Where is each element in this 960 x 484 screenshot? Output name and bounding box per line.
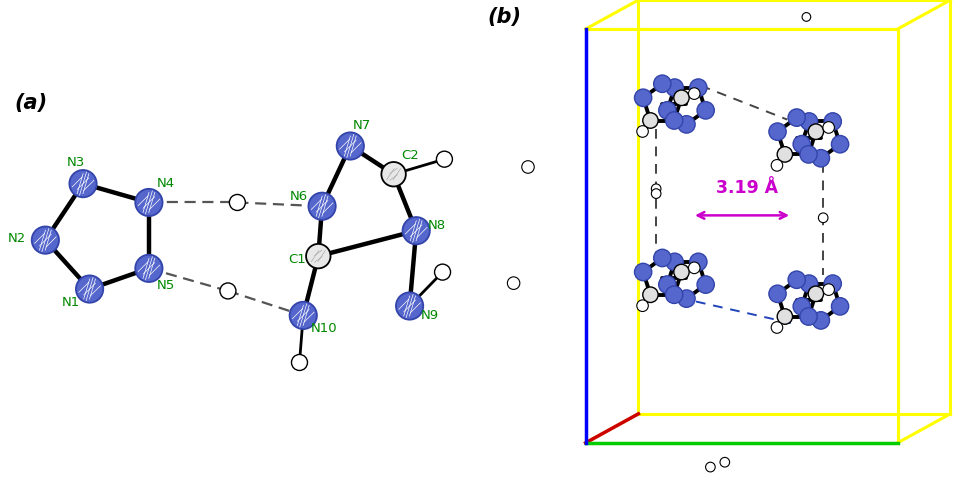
Circle shape — [818, 213, 828, 223]
Circle shape — [665, 112, 683, 129]
Circle shape — [678, 116, 695, 133]
Circle shape — [801, 113, 818, 130]
Circle shape — [800, 308, 817, 325]
Circle shape — [674, 264, 689, 280]
Circle shape — [306, 244, 330, 268]
Text: C1: C1 — [289, 254, 306, 266]
Circle shape — [76, 275, 104, 302]
Circle shape — [706, 462, 715, 472]
Text: N4: N4 — [156, 177, 175, 190]
Circle shape — [666, 253, 684, 271]
Circle shape — [831, 136, 849, 153]
Text: N10: N10 — [311, 322, 337, 335]
Circle shape — [635, 263, 652, 281]
Circle shape — [135, 189, 162, 216]
Circle shape — [769, 123, 786, 140]
Text: C2: C2 — [401, 149, 420, 162]
Circle shape — [678, 290, 695, 307]
Circle shape — [435, 264, 450, 280]
Circle shape — [801, 275, 818, 292]
Circle shape — [831, 298, 849, 315]
Text: N1: N1 — [61, 296, 80, 309]
Circle shape — [720, 457, 730, 467]
Circle shape — [689, 253, 707, 271]
Circle shape — [823, 284, 834, 295]
Circle shape — [802, 13, 810, 21]
Circle shape — [808, 124, 824, 139]
Circle shape — [689, 79, 707, 96]
Circle shape — [437, 151, 452, 167]
Circle shape — [229, 195, 246, 211]
Circle shape — [396, 292, 423, 319]
Circle shape — [135, 255, 162, 282]
Circle shape — [688, 262, 700, 273]
Circle shape — [788, 109, 805, 126]
Circle shape — [636, 126, 648, 137]
Circle shape — [659, 276, 676, 293]
Circle shape — [651, 189, 660, 198]
Circle shape — [824, 113, 841, 130]
Circle shape — [823, 121, 834, 133]
Circle shape — [665, 286, 683, 303]
Text: N2: N2 — [8, 232, 26, 245]
Circle shape — [290, 302, 317, 329]
Circle shape — [808, 286, 824, 302]
Circle shape — [800, 146, 817, 163]
Circle shape — [635, 89, 652, 106]
Circle shape — [402, 217, 430, 244]
Circle shape — [793, 298, 810, 315]
Circle shape — [643, 113, 659, 128]
Text: N9: N9 — [421, 309, 440, 322]
Circle shape — [651, 184, 660, 194]
Circle shape — [507, 277, 520, 289]
Circle shape — [812, 312, 829, 329]
Text: N8: N8 — [428, 219, 446, 231]
Circle shape — [788, 271, 805, 288]
Text: N6: N6 — [290, 190, 307, 203]
Circle shape — [381, 162, 406, 186]
Text: N5: N5 — [156, 279, 175, 292]
Circle shape — [636, 300, 648, 312]
Circle shape — [220, 283, 236, 299]
Circle shape — [771, 322, 782, 333]
Circle shape — [666, 79, 684, 96]
Circle shape — [292, 354, 307, 370]
Circle shape — [654, 75, 671, 92]
Circle shape — [824, 275, 841, 292]
Circle shape — [778, 147, 793, 162]
Circle shape — [771, 160, 782, 171]
Circle shape — [522, 161, 534, 173]
Circle shape — [697, 276, 714, 293]
Circle shape — [674, 90, 689, 106]
Text: 3.19 Å: 3.19 Å — [716, 179, 778, 197]
Circle shape — [812, 150, 829, 167]
Circle shape — [69, 170, 97, 197]
Circle shape — [688, 88, 700, 99]
Circle shape — [778, 309, 793, 324]
Circle shape — [654, 249, 671, 267]
Circle shape — [769, 285, 786, 302]
Circle shape — [308, 193, 336, 220]
Text: (a): (a) — [14, 93, 47, 113]
Circle shape — [643, 287, 659, 302]
Text: (b): (b) — [487, 7, 521, 27]
Circle shape — [697, 102, 714, 119]
Text: N3: N3 — [66, 156, 84, 169]
Circle shape — [32, 227, 59, 254]
Circle shape — [659, 102, 676, 119]
Circle shape — [337, 132, 364, 160]
Text: N7: N7 — [352, 119, 371, 132]
Circle shape — [793, 136, 810, 153]
